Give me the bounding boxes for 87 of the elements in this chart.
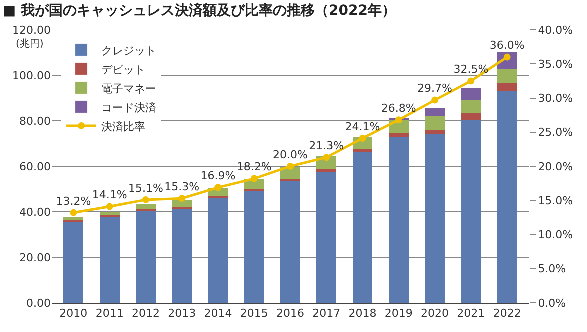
legend-label: デビット [102, 63, 146, 76]
bar [425, 134, 445, 303]
y2-tick-label: 15.0% [538, 194, 574, 208]
y2-tick-label: 25.0% [538, 126, 574, 140]
legend-label: 電子マネー [102, 82, 157, 96]
x-tick-label: 2015 [240, 307, 268, 320]
bar [388, 133, 409, 137]
data-label: 24.1% [345, 120, 380, 134]
x-tick-label: 2019 [384, 307, 413, 320]
y2-tick-label: 0.0% [538, 296, 566, 310]
point [178, 195, 186, 202]
bar [461, 100, 482, 114]
bar [100, 216, 120, 303]
bar [244, 190, 264, 303]
y2-tick-label: 30.0% [538, 92, 574, 106]
legend-label: コード決済 [102, 101, 157, 114]
x-tick-label: 2021 [457, 307, 486, 320]
y-tick-label: 60.00 [20, 160, 51, 174]
bar [497, 91, 518, 303]
x-tick-label: 2016 [276, 307, 304, 320]
data-label: 32.5% [454, 63, 489, 76]
point [287, 163, 294, 170]
data-label: 14.1% [92, 188, 128, 202]
point [432, 96, 439, 104]
bar [136, 210, 156, 303]
point [214, 184, 222, 192]
bar [425, 116, 445, 130]
data-label: 15.3% [164, 180, 200, 194]
data-label: 20.0% [273, 148, 308, 162]
x-tick-label: 2022 [493, 307, 522, 320]
bar [352, 152, 373, 303]
bar [136, 204, 156, 210]
x-tick-label: 2017 [312, 307, 341, 320]
bar [172, 208, 192, 303]
x-tick-label: 2018 [348, 307, 377, 320]
y-tick-label: 0.00 [26, 296, 51, 310]
bar [461, 114, 482, 120]
y2-tick-label: 10.0% [538, 228, 574, 242]
bar [388, 136, 409, 303]
bar [461, 88, 482, 100]
bar [64, 221, 84, 303]
data-label: 29.7% [418, 82, 453, 96]
data-label: 15.1% [128, 182, 164, 195]
bar [172, 200, 192, 208]
data-label: 26.8% [381, 102, 416, 115]
y-tick-label: 40.00 [20, 206, 51, 219]
point [359, 135, 366, 142]
data-label: 36.0% [490, 39, 525, 52]
y2-tick-label: 40.0% [538, 24, 574, 37]
x-tick-label: 2014 [204, 307, 232, 320]
legend-label: 決済比率 [102, 120, 146, 134]
x-tick-label: 2010 [60, 307, 88, 320]
point [468, 78, 475, 85]
y-tick-label: 120.00 [12, 24, 51, 37]
point [250, 175, 258, 182]
point [106, 203, 114, 210]
bar [100, 212, 120, 216]
bar [425, 130, 445, 134]
data-label: 13.2% [56, 194, 92, 208]
bar [64, 216, 84, 220]
legend-label: クレジット [102, 44, 157, 58]
y-axis-title: (兆円) [16, 38, 44, 50]
data-label: 16.9% [200, 170, 236, 183]
y-tick-label: 80.00 [20, 114, 51, 128]
y-tick-label: 20.00 [20, 251, 51, 264]
point [70, 209, 78, 216]
bar [280, 180, 300, 303]
x-tick-label: 2011 [96, 307, 124, 320]
x-tick-label: 2012 [132, 307, 160, 320]
point [395, 116, 402, 124]
bar [497, 69, 518, 84]
y2-tick-label: 20.0% [538, 160, 574, 174]
x-tick-label: 2013 [168, 307, 196, 320]
bar [497, 84, 518, 92]
data-label: 21.3% [309, 140, 344, 153]
y-tick-label: 100.00 [12, 69, 51, 82]
point [323, 154, 330, 162]
y2-tick-label: 35.0% [538, 58, 574, 71]
y2-tick-label: 5.0% [538, 262, 566, 276]
bar [425, 108, 445, 116]
bar [316, 171, 337, 303]
chart-title: ■ 我が国のキャッシュレス決済額及び比率の推移（2022年） [2, 2, 396, 19]
x-tick-label: 2020 [421, 307, 450, 320]
bar [208, 197, 228, 303]
bar [316, 169, 337, 172]
point [142, 196, 150, 204]
bar [461, 120, 482, 303]
